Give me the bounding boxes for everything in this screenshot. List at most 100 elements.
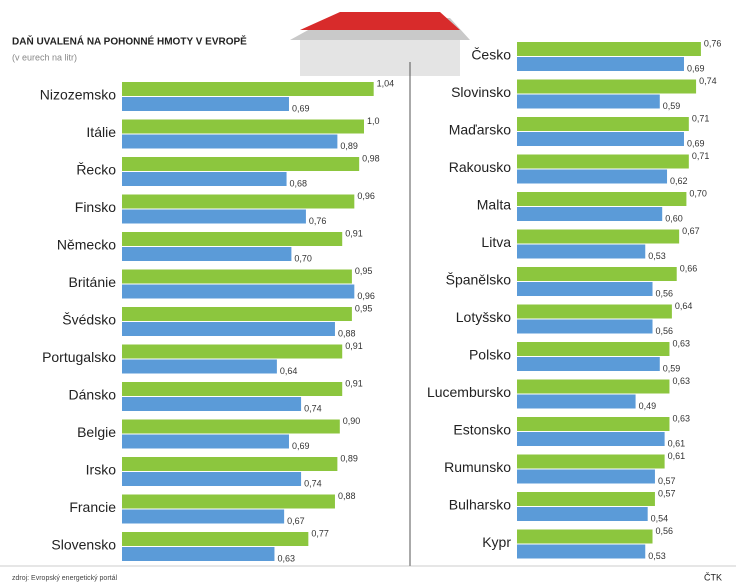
bar bbox=[122, 495, 335, 509]
chart: DAŇ UVALENÁ NA POHONNÉ HMOTY V EVROPĚ (v… bbox=[0, 0, 736, 586]
source: zdroj: Evropský energetický portál bbox=[12, 575, 117, 582]
bar bbox=[517, 305, 672, 319]
bar bbox=[517, 245, 645, 259]
category-label: Lucembursko bbox=[427, 384, 511, 400]
bar bbox=[122, 397, 301, 411]
value-label: 0,63 bbox=[277, 553, 295, 563]
value-label: 0,56 bbox=[656, 288, 674, 298]
category-label: Bulharsko bbox=[449, 497, 511, 513]
value-label: 0,56 bbox=[656, 326, 674, 336]
value-label: 1,0 bbox=[367, 116, 380, 126]
value-label: 0,95 bbox=[355, 266, 373, 276]
value-label: 0,88 bbox=[338, 491, 356, 501]
bar bbox=[517, 267, 677, 281]
category-label: Švédsko bbox=[62, 312, 116, 328]
value-label: 0,70 bbox=[689, 188, 707, 198]
bar bbox=[122, 120, 364, 134]
bar bbox=[517, 170, 667, 184]
value-label: 0,53 bbox=[648, 251, 666, 261]
bar bbox=[122, 532, 308, 546]
bar bbox=[517, 380, 669, 394]
value-label: 0,89 bbox=[340, 453, 358, 463]
category-label: Francie bbox=[69, 499, 116, 515]
category-label: Irsko bbox=[86, 462, 117, 478]
bar bbox=[122, 270, 352, 284]
value-label: 0,63 bbox=[672, 338, 690, 348]
value-label: 0,54 bbox=[651, 513, 669, 523]
bar bbox=[517, 455, 665, 469]
bar bbox=[122, 547, 274, 561]
value-label: 0,63 bbox=[672, 376, 690, 386]
value-label: 0,70 bbox=[294, 253, 312, 263]
category-label: Rakousko bbox=[449, 159, 511, 175]
value-label: 0,69 bbox=[292, 103, 310, 113]
chart-title: DAŇ UVALENÁ NA POHONNÉ HMOTY V EVROPĚ bbox=[12, 35, 247, 48]
bar bbox=[517, 207, 662, 221]
bar bbox=[517, 492, 655, 506]
bar bbox=[122, 135, 337, 149]
bar bbox=[517, 80, 696, 94]
value-label: 0,64 bbox=[280, 366, 298, 376]
value-label: 0,96 bbox=[357, 191, 375, 201]
value-label: 1,04 bbox=[377, 78, 395, 88]
value-label: 0,67 bbox=[287, 516, 305, 526]
value-label: 0,63 bbox=[672, 413, 690, 423]
bar bbox=[122, 247, 291, 261]
category-label: Malta bbox=[477, 197, 511, 213]
chart-subtitle: (v eurech na litr) bbox=[12, 52, 77, 62]
bar bbox=[517, 132, 684, 146]
value-label: 0,57 bbox=[658, 476, 676, 486]
category-label: Rumunsko bbox=[444, 459, 511, 475]
category-label: Španělsko bbox=[446, 272, 512, 288]
value-label: 0,96 bbox=[357, 291, 375, 301]
value-label: 0,91 bbox=[345, 228, 363, 238]
category-label: Litva bbox=[481, 234, 511, 250]
value-label: 0,91 bbox=[345, 341, 363, 351]
category-label: Řecko bbox=[76, 162, 116, 178]
bar bbox=[122, 510, 284, 524]
value-label: 0,89 bbox=[340, 141, 358, 151]
bar bbox=[517, 545, 645, 559]
value-label: 0,69 bbox=[687, 138, 705, 148]
bar bbox=[122, 457, 337, 471]
value-label: 0,53 bbox=[648, 551, 666, 561]
value-label: 0,67 bbox=[682, 226, 700, 236]
category-label: Belgie bbox=[77, 424, 116, 440]
category-label: Portugalsko bbox=[42, 349, 116, 365]
category-label: Kypr bbox=[482, 534, 511, 550]
category-label: Estonsko bbox=[453, 422, 511, 438]
bar bbox=[122, 382, 342, 396]
value-label: 0,60 bbox=[665, 213, 683, 223]
category-label: Polsko bbox=[469, 347, 511, 363]
value-label: 0,62 bbox=[670, 176, 688, 186]
category-label: Slovensko bbox=[51, 537, 116, 553]
bar bbox=[517, 395, 636, 409]
bar bbox=[122, 345, 342, 359]
bar bbox=[517, 95, 660, 109]
value-label: 0,66 bbox=[680, 263, 698, 273]
value-label: 0,90 bbox=[343, 416, 361, 426]
bar bbox=[122, 232, 342, 246]
bar bbox=[122, 157, 359, 171]
bar bbox=[517, 417, 669, 431]
bar bbox=[122, 97, 289, 111]
value-label: 0,91 bbox=[345, 378, 363, 388]
category-label: Lotyšsko bbox=[456, 309, 511, 325]
bar bbox=[517, 192, 686, 206]
bar bbox=[122, 435, 289, 449]
category-label: Německo bbox=[57, 237, 116, 253]
bar bbox=[517, 530, 653, 544]
bar bbox=[517, 507, 648, 521]
value-label: 0,74 bbox=[304, 478, 322, 488]
bar bbox=[517, 57, 684, 71]
bar bbox=[122, 285, 354, 299]
category-label: Nizozemsko bbox=[40, 87, 116, 103]
bar bbox=[517, 357, 660, 371]
value-label: 0,56 bbox=[656, 526, 674, 536]
category-label: Finsko bbox=[75, 199, 116, 215]
bar bbox=[517, 320, 653, 334]
bar bbox=[122, 82, 374, 96]
value-label: 0,59 bbox=[663, 101, 681, 111]
station-body bbox=[300, 40, 460, 76]
bar bbox=[122, 322, 335, 336]
